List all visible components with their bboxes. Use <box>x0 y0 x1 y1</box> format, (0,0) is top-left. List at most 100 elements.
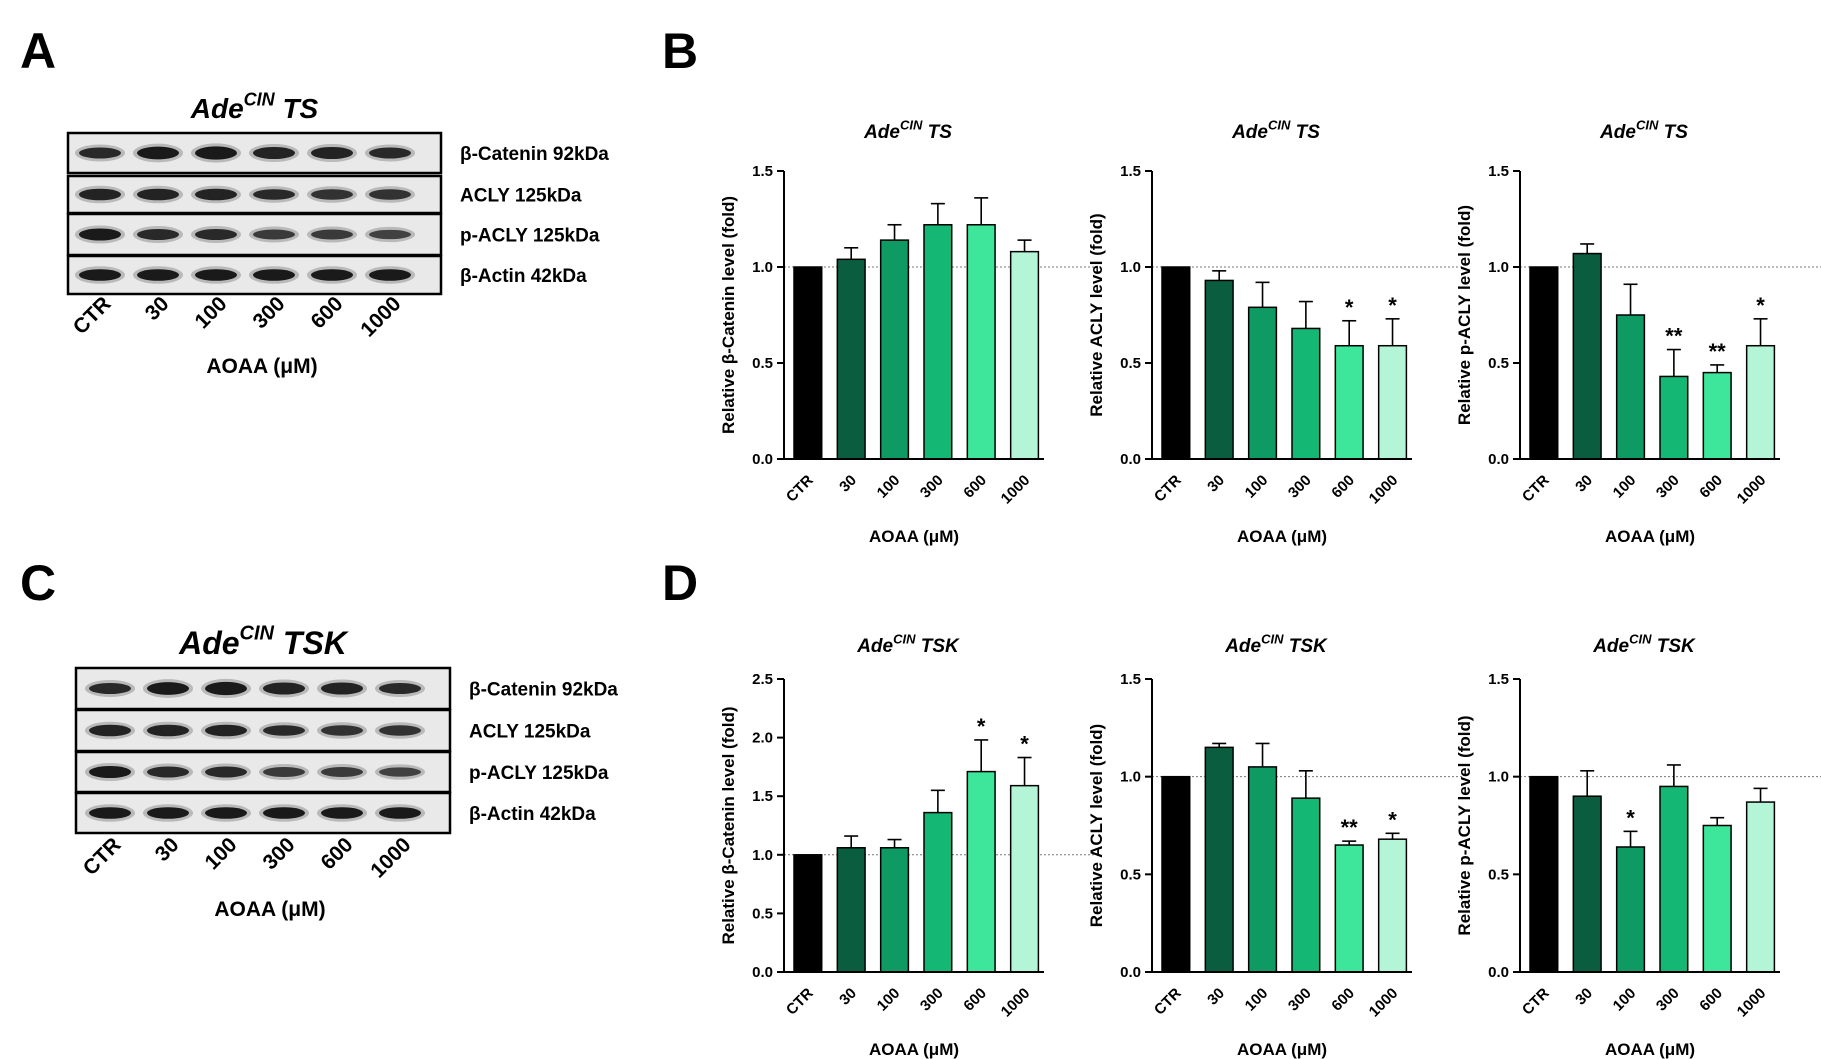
x-tick-label: 30 <box>1204 472 1228 496</box>
x-tick-label: 300 <box>1653 985 1683 1015</box>
x-tick-label: CTR <box>1519 985 1553 1019</box>
chart-3: AdeCIN TSK CTR 30 100 300 * 600 * 1000 0.0 0.5 1.0 1… <box>719 631 1094 1059</box>
x-tick-label: 30 <box>1204 985 1228 1009</box>
bar-CTR <box>1161 266 1191 460</box>
y-tick-label: 0.0 <box>1120 964 1141 981</box>
bar-CTR <box>1529 775 1559 973</box>
blot-row-label: ACLY 125kDa <box>460 186 582 207</box>
blot-band <box>253 229 295 240</box>
significance-mark: * <box>1388 293 1397 318</box>
blot-band <box>263 725 305 736</box>
chart-title-5-main: Ade <box>1592 636 1629 657</box>
x-tick-label: 100 <box>1610 472 1640 502</box>
bar-30 <box>836 258 866 460</box>
blot-band <box>147 682 189 695</box>
chart-title-0-main: Ade <box>863 122 900 143</box>
x-tick-label: 1000 <box>998 985 1034 1021</box>
blot-band <box>311 229 353 240</box>
blot-band <box>79 269 121 281</box>
bar-30 <box>1204 746 1234 973</box>
blot-band <box>311 146 353 160</box>
y-tick-label: 0.0 <box>752 451 773 468</box>
blot-title-0-sup: CIN <box>244 89 276 109</box>
bar-1000 <box>1009 784 1040 973</box>
blot-row-label: p-ACLY 125kDa <box>460 226 600 247</box>
blot-title-0-main: Ade <box>190 93 244 124</box>
blot-band <box>195 146 237 160</box>
y-tick-label: 2.0 <box>752 730 773 747</box>
chart-2: AdeCIN TS CTR 30 100 ** 300 ** 600 * 1000 0.0 0.5 1.… <box>1455 117 1821 546</box>
blot-title-1-rest: TSK <box>274 625 350 661</box>
bar-300 <box>923 224 953 460</box>
bar-1000 <box>1377 344 1408 460</box>
y-axis-label: Relative p-ACLY level (fold) <box>1455 715 1474 935</box>
blot-lane-label: 30 <box>151 833 184 866</box>
blot-xlabel: AOAA (μM) <box>214 898 325 921</box>
y-tick-label: 1.0 <box>1488 769 1509 786</box>
bar-600 <box>966 224 996 460</box>
chart-title-4-main: Ade <box>1224 636 1261 657</box>
x-tick-label: 1000 <box>1734 472 1770 508</box>
blot-band <box>195 188 237 201</box>
x-tick-label: CTR <box>1519 472 1553 506</box>
chart-title-1-main: Ade <box>1231 122 1268 143</box>
x-tick-label: 300 <box>1285 472 1315 502</box>
blot-band <box>321 682 363 695</box>
blot-title-1-main: Ade <box>178 625 239 661</box>
bar-100 <box>1615 314 1646 460</box>
blot-band <box>321 767 363 777</box>
blot-xlabel: AOAA (μM) <box>206 355 317 378</box>
blot-row-label: β-Catenin 92kDa <box>460 144 609 165</box>
blot-band <box>379 725 421 736</box>
y-tick-label: 0.5 <box>752 905 773 922</box>
blot-band <box>89 765 131 779</box>
chart-title-3: AdeCIN TSK <box>856 631 960 657</box>
panel-letter-a: A <box>20 23 56 79</box>
chart-title-4-rest: TSK <box>1284 636 1329 657</box>
y-tick-label: 0.5 <box>1488 355 1509 372</box>
blot-lane-label: 30 <box>141 292 174 325</box>
x-tick-label: 100 <box>874 985 904 1015</box>
blot-row-label: β-Actin 42kDa <box>460 266 587 287</box>
bar-100 <box>879 239 910 460</box>
chart-title-4: AdeCIN TSK <box>1224 631 1328 657</box>
blot-band <box>137 146 179 160</box>
bar-30 <box>1572 795 1602 973</box>
blot-band <box>253 146 295 160</box>
blot-band <box>379 767 421 777</box>
blot-band <box>137 188 179 201</box>
y-tick-label: 1.0 <box>752 259 773 276</box>
blot-title-1: AdeCIN TSK <box>178 623 350 661</box>
y-tick-label: 2.5 <box>752 671 773 688</box>
blot-band <box>205 807 247 819</box>
x-tick-label: 300 <box>917 985 947 1015</box>
x-tick-label: CTR <box>783 985 817 1019</box>
blot-band <box>205 681 247 696</box>
blot-lane-label: 100 <box>190 292 231 333</box>
bar-600 <box>1334 344 1364 460</box>
bar-30 <box>1204 279 1234 460</box>
x-tick-label: 600 <box>1328 472 1358 502</box>
blot-lane-label: CTR <box>79 833 126 880</box>
bar-30 <box>836 847 866 973</box>
x-axis-label: AOAA (μM) <box>1237 1040 1327 1059</box>
blot-band <box>147 724 189 737</box>
panel-letter-c: C <box>20 555 56 611</box>
y-axis-label: Relative ACLY level (fold) <box>1087 213 1106 416</box>
bar-100 <box>879 847 910 973</box>
chart-4: AdeCIN TSK CTR 30 100 300 ** 600 * 1000 0.0 0.5 1.0… <box>1087 631 1462 1059</box>
x-tick-label: 30 <box>836 472 860 496</box>
blot-band <box>369 269 411 281</box>
blot-band <box>205 724 247 737</box>
chart-title-3-sup: CIN <box>893 631 916 646</box>
panel-letter-b: B <box>662 23 698 79</box>
x-tick-label: 100 <box>1242 472 1272 502</box>
chart-title-3-main: Ade <box>856 636 893 657</box>
blot-lane-label: 300 <box>248 292 289 333</box>
blot-1: AdeCIN TSK β-Catenin 92kDa ACLY 125kDa p-AC… <box>74 623 618 921</box>
bar-CTR <box>793 266 823 460</box>
x-tick-label: 600 <box>1328 985 1358 1015</box>
chart-title-3-rest: TSK <box>916 636 961 657</box>
